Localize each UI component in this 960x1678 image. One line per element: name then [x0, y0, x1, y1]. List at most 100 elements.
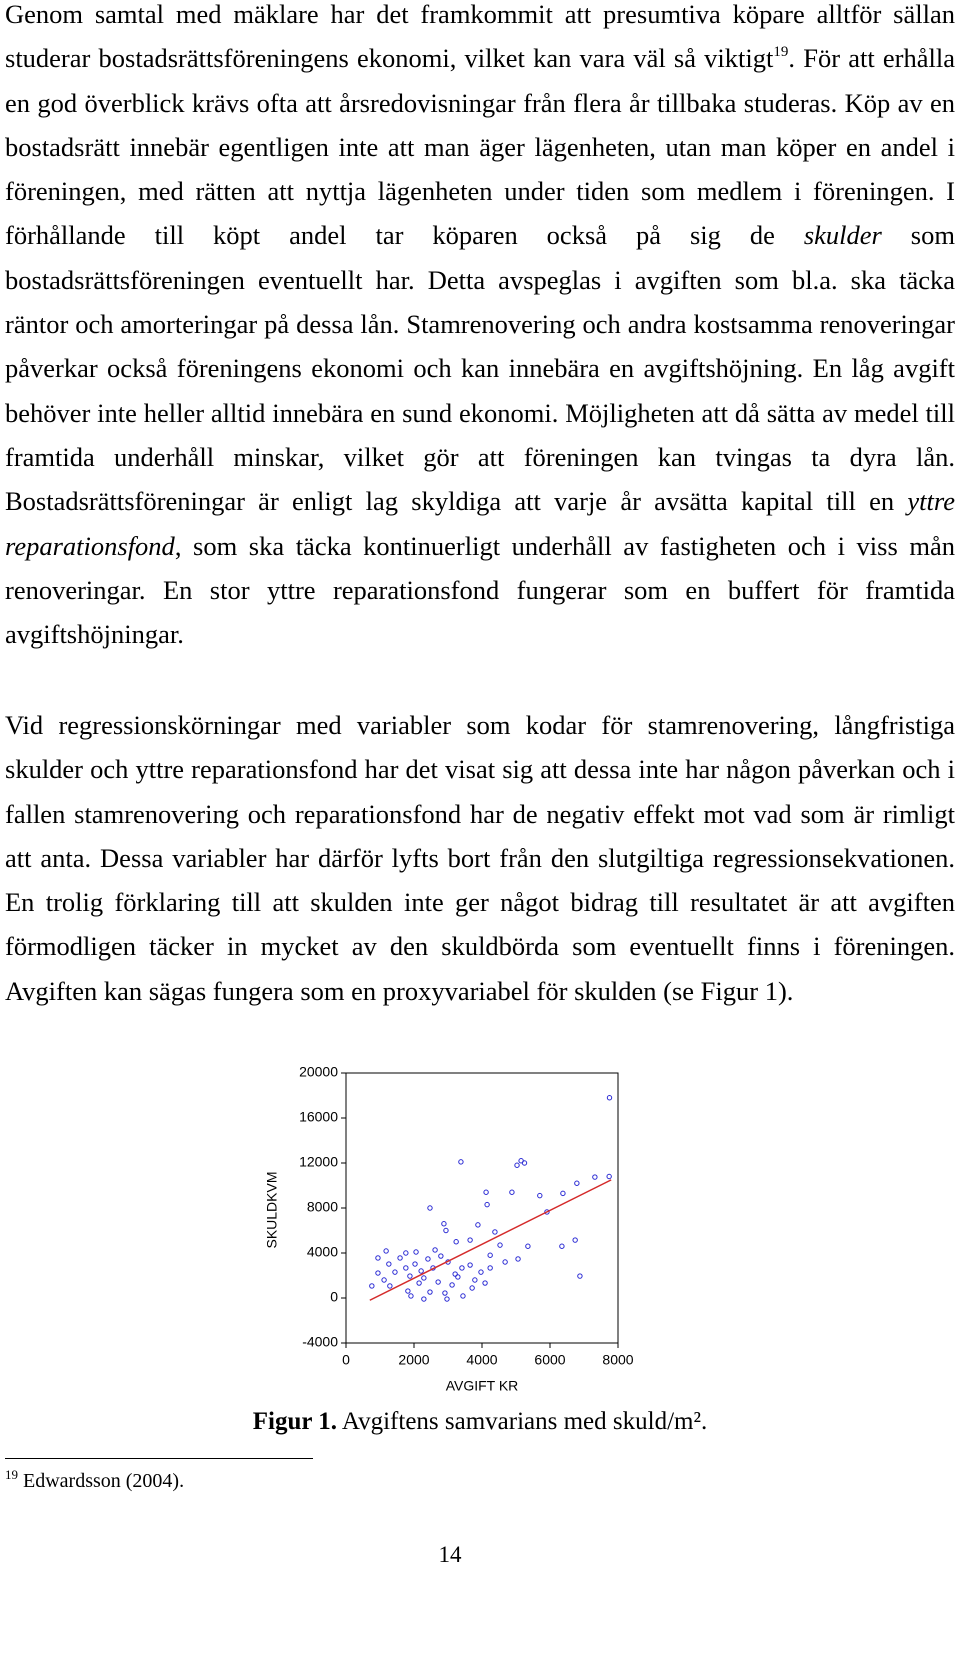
- data-point: [574, 1180, 580, 1186]
- data-point: [421, 1296, 427, 1302]
- x-axis-label: AVGIFT KR: [446, 1378, 519, 1394]
- footnote-text: Edwardsson (2004).: [23, 1470, 185, 1492]
- y-tick-label: -4000: [302, 1334, 338, 1350]
- data-point: [416, 1280, 422, 1286]
- paragraph: Vid regressionskörningar med variabler s…: [5, 703, 955, 1013]
- page-number: 14: [438, 1542, 462, 1567]
- data-point: [487, 1252, 493, 1258]
- data-point: [381, 1277, 387, 1283]
- data-point: [467, 1262, 473, 1268]
- data-point: [460, 1293, 466, 1299]
- data-point: [487, 1265, 493, 1271]
- text-run: Genom samtal med mäklare har det framkom…: [5, 0, 955, 74]
- footnote: 19 Edwardsson (2004).: [5, 1467, 184, 1493]
- fit-line: [369, 1179, 612, 1301]
- data-point: [438, 1253, 444, 1259]
- data-point: [421, 1275, 427, 1281]
- data-point: [559, 1243, 565, 1249]
- data-point: [514, 1162, 520, 1168]
- data-point: [442, 1290, 448, 1296]
- data-point: [443, 1227, 449, 1234]
- figure-caption: Figur 1. Avgiftens samvarians med skuld/…: [0, 1408, 960, 1436]
- data-point: [369, 1283, 375, 1289]
- footnote-rule: [5, 1458, 313, 1459]
- y-tick-label: 16000: [299, 1109, 338, 1125]
- data-point: [484, 1201, 490, 1208]
- data-point: [472, 1277, 478, 1283]
- y-tick-label: 12000: [299, 1154, 338, 1170]
- data-point: [592, 1174, 598, 1180]
- text-run: som bostadsrättsföreningen eventuellt ha…: [5, 220, 955, 517]
- text-run: . För att erhålla en god överblick krävs…: [5, 43, 955, 251]
- x-tick-label: 4000: [466, 1352, 497, 1368]
- text-run: yttre reparationsfond: [5, 486, 955, 561]
- data-point: [449, 1282, 455, 1288]
- data-point: [483, 1189, 489, 1195]
- data-point: [413, 1249, 419, 1255]
- data-point: [397, 1255, 403, 1261]
- data-point: [502, 1259, 508, 1265]
- data-point: [537, 1192, 543, 1199]
- data-point: [403, 1250, 409, 1256]
- data-point: [467, 1237, 473, 1243]
- data-point: [577, 1273, 583, 1279]
- data-point: [482, 1280, 488, 1286]
- text-run: Vid regressionskörningar med variabler s…: [5, 710, 955, 1006]
- data-point: [475, 1222, 481, 1228]
- text-run: skulder: [803, 220, 882, 251]
- data-point: [521, 1160, 528, 1166]
- data-point: [427, 1289, 433, 1295]
- plot-frame: [345, 1072, 619, 1344]
- data-point: [392, 1269, 398, 1275]
- data-point: [455, 1274, 461, 1280]
- data-point: [452, 1271, 458, 1277]
- data-point: [459, 1265, 465, 1271]
- data-point: [435, 1279, 441, 1285]
- y-axis-label: SKULDKVM: [264, 1171, 280, 1248]
- data-point: [606, 1095, 613, 1101]
- y-tick-label: 20000: [299, 1064, 338, 1080]
- y-tick-label: 8000: [307, 1199, 338, 1215]
- data-point: [606, 1173, 612, 1180]
- data-point: [408, 1293, 414, 1299]
- paragraph: Genom samtal med mäklare har det framkom…: [5, 0, 955, 656]
- data-point: [375, 1270, 381, 1276]
- y-tick-label: 4000: [307, 1244, 338, 1260]
- data-point: [418, 1268, 424, 1274]
- data-point: [544, 1209, 550, 1215]
- data-point: [387, 1283, 393, 1289]
- data-point: [432, 1247, 438, 1253]
- data-point: [412, 1261, 418, 1267]
- data-point: [425, 1256, 431, 1262]
- data-point: [441, 1221, 447, 1227]
- text-run: , som ska täcka kontinuerligt underhåll …: [5, 530, 955, 650]
- footnote-marker: 19: [5, 1467, 18, 1482]
- data-point: [469, 1285, 475, 1291]
- text-run: Avgiftens samvarians med skuld/m².: [337, 1408, 708, 1435]
- data-point: [375, 1255, 381, 1261]
- x-tick-label: 8000: [602, 1352, 633, 1368]
- data-point: [403, 1265, 409, 1271]
- x-tick-label: 6000: [534, 1352, 565, 1368]
- data-point: [560, 1190, 566, 1197]
- data-point: [509, 1189, 515, 1195]
- x-tick-label: 2000: [398, 1352, 429, 1368]
- data-point: [572, 1237, 578, 1243]
- y-tick-label: 0: [330, 1289, 338, 1305]
- data-point: [453, 1239, 459, 1245]
- data-point: [444, 1296, 450, 1302]
- data-point: [478, 1269, 484, 1275]
- data-point: [386, 1261, 392, 1267]
- text-run: 19: [773, 44, 789, 61]
- data-point: [492, 1229, 498, 1235]
- data-point: [497, 1242, 503, 1248]
- data-point: [407, 1273, 413, 1279]
- data-point: [405, 1288, 411, 1294]
- x-tick-label: 0: [342, 1352, 350, 1368]
- data-point: [427, 1205, 433, 1211]
- data-point: [525, 1243, 531, 1249]
- text-run: Figur 1.: [252, 1408, 338, 1435]
- data-point: [383, 1248, 389, 1254]
